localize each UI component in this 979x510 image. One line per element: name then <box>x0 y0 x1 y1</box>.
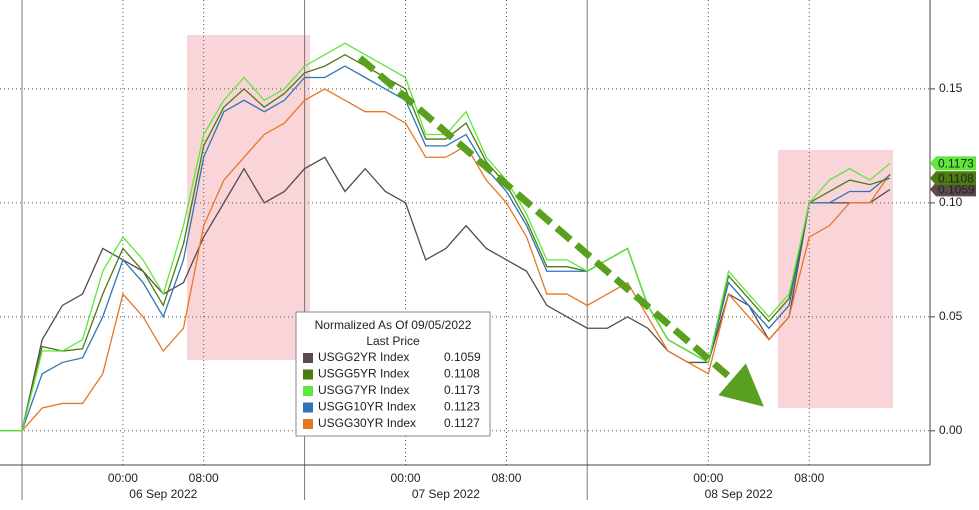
trend-arrow <box>357 55 764 407</box>
legend-value: 0.1123 <box>444 400 480 414</box>
end-label: 0.1173 <box>938 157 974 171</box>
y-tick-label: 0.10 <box>939 195 963 209</box>
legend-title: Normalized As Of 09/05/2022 <box>315 318 472 332</box>
legend-subtitle: Last Price <box>366 334 420 348</box>
legend-swatch <box>303 419 313 429</box>
x-group-label: 08 Sep 2022 <box>705 487 773 501</box>
x-tick-label: 00:00 <box>391 471 421 485</box>
x-tick-label: 08:00 <box>491 471 521 485</box>
series-line <box>21 53 891 431</box>
y-tick-label: 0.05 <box>939 309 963 323</box>
y-tick-label: 0.00 <box>939 423 963 437</box>
end-label-box <box>930 171 976 186</box>
x-tick-label: 00:00 <box>108 471 138 485</box>
legend-swatch <box>303 353 313 363</box>
legend-label: USGG30YR Index <box>318 416 416 430</box>
legend-box <box>295 311 491 437</box>
legend-label: USGG7YR Index <box>318 383 409 397</box>
legend-value: 0.1059 <box>444 350 481 364</box>
end-label-box <box>930 156 976 171</box>
highlight-region <box>187 35 310 360</box>
x-tick-label: 08:00 <box>794 471 824 485</box>
legend-label: USGG2YR Index <box>318 350 409 364</box>
legend-swatch <box>303 386 313 396</box>
x-group-label: 07 Sep 2022 <box>412 487 480 501</box>
highlight-region <box>778 150 893 408</box>
end-label: 0.1108 <box>938 171 974 185</box>
legend: Normalized As Of 09/05/2022 Last Price U… <box>295 311 491 437</box>
series-line <box>21 42 891 431</box>
x-tick-label: 00:00 <box>693 471 723 485</box>
series-line <box>21 88 891 432</box>
series-line <box>21 65 891 432</box>
y-tick-label: 0.15 <box>939 81 963 95</box>
legend-value: 0.1127 <box>444 416 480 430</box>
end-label: 0.1059 <box>938 183 975 197</box>
legend-label: USGG10YR Index <box>318 400 416 414</box>
legend-swatch <box>303 402 313 413</box>
x-tick-label: 08:00 <box>189 471 219 485</box>
legend-label: USGG5YR Index <box>318 367 409 381</box>
legend-value: 0.1173 <box>444 383 480 397</box>
legend-value: 0.1108 <box>444 367 480 381</box>
end-label-box <box>930 182 976 197</box>
x-group-label: 06 Sep 2022 <box>129 487 197 501</box>
series-line <box>21 156 891 431</box>
legend-swatch <box>303 369 313 380</box>
